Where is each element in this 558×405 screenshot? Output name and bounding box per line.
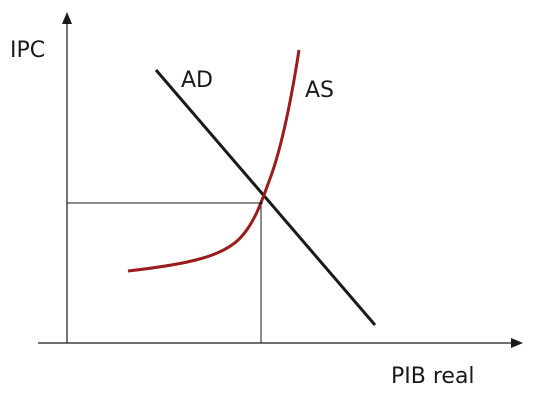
y-axis-label: IPC [10, 40, 45, 62]
x-axis-label: PIB real [391, 366, 475, 388]
y-axis-arrowhead [62, 12, 72, 24]
ad-curve-label: AD [181, 70, 213, 92]
as-curve [128, 50, 299, 271]
ad-curve [156, 70, 375, 325]
x-axis-arrowhead [511, 338, 523, 348]
as-curve-label: AS [305, 80, 334, 102]
equilibrium-point [260, 202, 263, 205]
